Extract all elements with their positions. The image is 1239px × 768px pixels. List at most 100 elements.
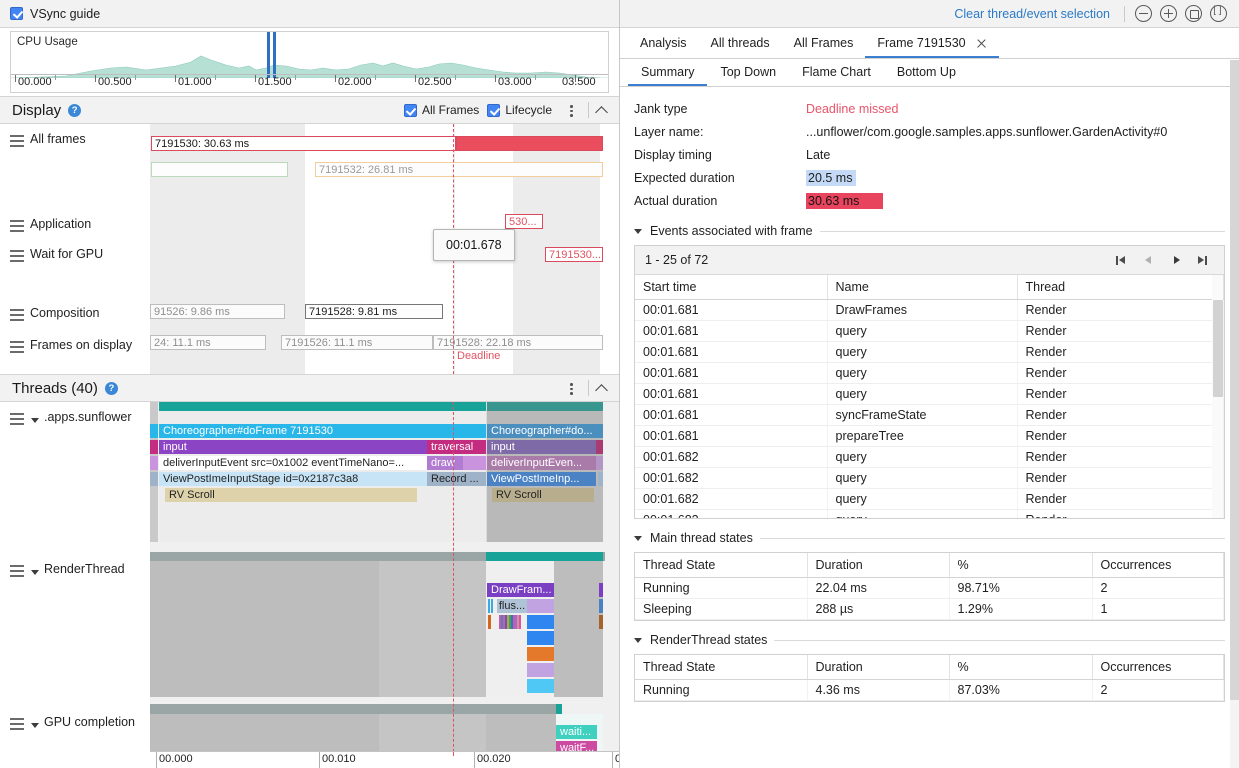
all-frames-checkbox[interactable] (403, 103, 417, 117)
table-row[interactable]: 00:01.681 query Render (635, 383, 1224, 405)
subtab-flame-chart[interactable]: Flame Chart (802, 65, 871, 79)
drag-handle-icon[interactable] (10, 250, 24, 262)
trace-block[interactable] (506, 583, 510, 597)
drag-handle-icon[interactable] (10, 309, 24, 321)
display-more-options-icon[interactable] (564, 102, 578, 118)
events-scrollbar-thumb[interactable] (1213, 300, 1223, 397)
fit-to-screen-icon[interactable] (1210, 5, 1227, 22)
drag-handle-icon[interactable] (10, 220, 24, 232)
clear-selection-link[interactable]: Clear thread/event selection (954, 6, 1110, 21)
previous-page-icon[interactable] (1143, 254, 1156, 267)
trace-block[interactable] (463, 456, 486, 470)
table-row[interactable]: Sleeping 288 µs 1.29% 1 (635, 598, 1224, 620)
track-label-application[interactable]: Application (0, 217, 91, 232)
help-icon[interactable]: ? (68, 103, 82, 117)
composition-bar-previous[interactable]: 91526: 9.86 ms (150, 304, 285, 319)
chevron-down-icon[interactable] (634, 534, 643, 543)
column-header-occurrences[interactable]: Occurrences (1092, 553, 1224, 578)
frame-bar-overrun[interactable] (456, 136, 603, 151)
thread-group-gpu-completion[interactable]: GPU completion (0, 715, 135, 730)
table-row[interactable]: 00:01.681 query Render (635, 362, 1224, 384)
trace-block[interactable]: Record ... (427, 472, 486, 486)
trace-block[interactable]: RV Scroll (492, 488, 594, 502)
table-row[interactable]: 00:01.681 query Render (635, 341, 1224, 363)
frame-bar-previous[interactable] (151, 162, 288, 177)
subtab-top-down[interactable]: Top Down (720, 65, 777, 79)
tab-analysis[interactable]: Analysis (640, 36, 687, 50)
trace-block[interactable] (596, 440, 603, 454)
trace-block[interactable]: draw (427, 456, 463, 470)
track-label-all-frames[interactable]: All frames (0, 132, 86, 147)
trace-block[interactable]: RV Scroll (165, 488, 417, 502)
main-thread-states-header[interactable]: Main thread states (634, 531, 1225, 545)
tab-all-frames[interactable]: All Frames (793, 36, 854, 50)
lifecycle-checkbox[interactable] (487, 103, 501, 117)
threads-track-canvas[interactable]: Choreographer#doFrame 7191530 input trav… (150, 402, 619, 768)
trace-block[interactable] (598, 472, 603, 486)
trace-block[interactable]: ViewPostImeInp... (487, 472, 596, 486)
events-section-header[interactable]: Events associated with frame (634, 224, 1225, 238)
display-bar-c[interactable]: 7191528: 22.18 ms (433, 335, 603, 350)
trace-block[interactable]: Choreographer#do... (487, 424, 603, 438)
subtab-summary[interactable]: Summary (628, 59, 708, 86)
composition-bar-current[interactable]: 7191528: 9.81 ms (305, 304, 443, 319)
table-row[interactable]: 00:01.681 query Render (635, 320, 1224, 342)
reset-zoom-icon[interactable] (1185, 5, 1202, 22)
close-icon[interactable] (976, 38, 987, 49)
trace-block[interactable]: Choreographer#doFrame 7191530 (159, 424, 486, 438)
track-label-wait-for-gpu[interactable]: Wait for GPU (0, 247, 103, 262)
column-header-thread-state[interactable]: Thread State (635, 553, 808, 578)
threads-more-options-icon[interactable] (564, 380, 578, 396)
trace-block[interactable]: flus... (497, 599, 527, 613)
trace-block[interactable] (596, 456, 603, 470)
table-row[interactable]: 00:01.681 DrawFrames Render (635, 299, 1224, 321)
trace-block[interactable]: input (487, 440, 596, 454)
threads-timeline-axis[interactable]: 00.000 00.010 00.020 0 (150, 751, 619, 768)
analysis-scrollbar-track[interactable] (1230, 60, 1239, 768)
drag-handle-icon[interactable] (10, 341, 24, 353)
column-header-duration[interactable]: Duration (807, 655, 950, 680)
wait-for-gpu-frame-chip[interactable]: 7191530... (545, 247, 603, 262)
analysis-scrollbar-thumb[interactable] (1230, 60, 1239, 700)
trace-block[interactable]: waiti... (556, 725, 597, 739)
help-icon[interactable]: ? (104, 381, 118, 395)
column-header-percent[interactable]: % (949, 655, 1093, 680)
table-row[interactable]: 00:01.681 prepareTree Render (635, 425, 1224, 447)
track-label-composition[interactable]: Composition (0, 306, 99, 321)
chevron-down-icon[interactable] (30, 415, 40, 425)
vsync-guide-checkbox[interactable] (10, 7, 23, 20)
drag-handle-icon[interactable] (10, 565, 24, 577)
frame-bar-selected[interactable]: 7191530: 30.63 ms (151, 136, 456, 151)
chevron-down-icon[interactable] (634, 227, 643, 236)
tab-all-threads[interactable]: All threads (710, 36, 770, 50)
table-row[interactable]: Running 22.04 ms 98.71% 2 (635, 577, 1224, 599)
column-header-name[interactable]: Name (827, 275, 1018, 300)
trace-block[interactable]: DrawFram... (487, 583, 554, 597)
trace-block[interactable]: ViewPostImeInputStage id=0x2187c3a8 (159, 472, 427, 486)
collapse-display-icon[interactable] (595, 103, 609, 117)
chevron-down-icon[interactable] (30, 567, 40, 577)
trace-block[interactable]: traversal (427, 440, 486, 454)
track-label-frames-on-display[interactable]: Frames on display (0, 338, 132, 353)
trace-block[interactable]: deliverInputEvent src=0x1002 eventTimeNa… (159, 456, 427, 470)
events-scroll-area[interactable]: Start time Name Thread 00:01.681 DrawFram… (635, 275, 1224, 518)
chevron-down-icon[interactable] (634, 636, 643, 645)
display-bar-a[interactable]: 24: 11.1 ms (150, 335, 266, 350)
drag-handle-icon[interactable] (10, 135, 24, 147)
next-page-icon[interactable] (1170, 254, 1183, 267)
application-frame-chip[interactable]: 530... (505, 214, 543, 229)
display-bar-b[interactable]: 7191526: 11.1 ms (281, 335, 433, 350)
trace-block[interactable]: input (159, 440, 427, 454)
trace-block[interactable]: deliverInputEven... (487, 456, 596, 470)
column-header-occurrences[interactable]: Occurrences (1092, 655, 1224, 680)
column-header-start-time[interactable]: Start time (635, 275, 828, 300)
zoom-in-icon[interactable] (1160, 5, 1177, 22)
drag-handle-icon[interactable] (10, 413, 24, 425)
collapse-threads-icon[interactable] (595, 381, 609, 395)
first-page-icon[interactable] (1116, 254, 1129, 267)
tab-frame-7191530[interactable]: Frame 7191530 (865, 28, 1000, 58)
